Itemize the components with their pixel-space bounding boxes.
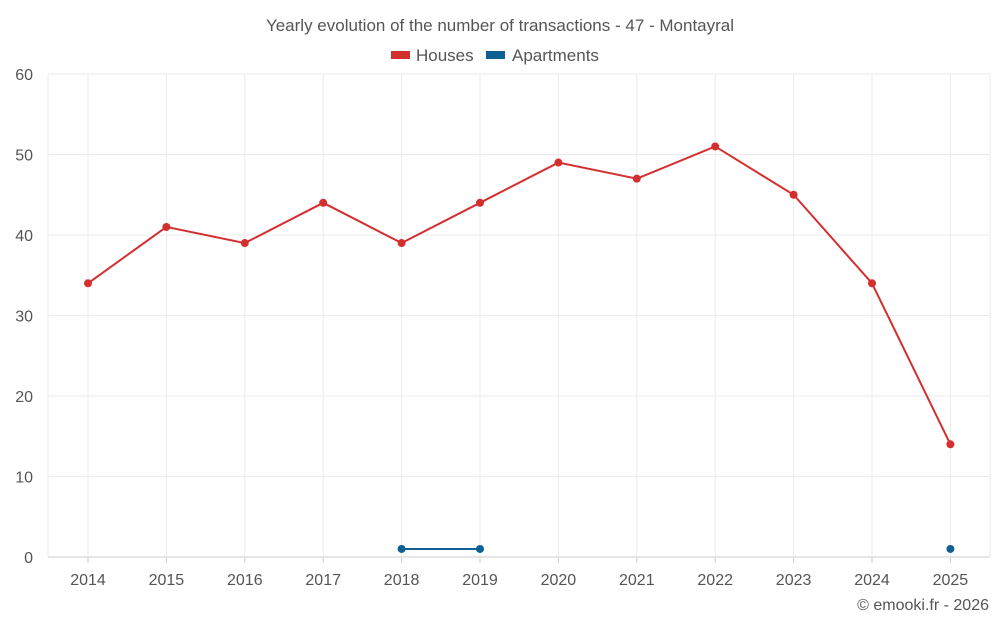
x-tick-label: 2019 <box>462 572 498 589</box>
y-axis-ticks: 0 10 20 30 40 50 60 <box>15 67 33 567</box>
x-tick-label: 2014 <box>70 572 106 589</box>
data-point-houses[interactable] <box>476 198 484 207</box>
legend-swatch-apartments <box>486 51 505 59</box>
x-tick-label: 2025 <box>933 572 969 589</box>
data-point-houses[interactable] <box>84 279 92 288</box>
series <box>84 142 955 553</box>
data-point-houses[interactable] <box>397 239 406 248</box>
data-point-houses[interactable] <box>162 222 171 231</box>
legend-label-houses: Houses <box>416 46 474 65</box>
x-tick-label: 2015 <box>149 572 185 589</box>
y-tick-label: 10 <box>15 470 33 487</box>
series-line-houses <box>87 145 952 445</box>
x-tick-label: 2016 <box>227 572 263 589</box>
legend: Houses Apartments <box>391 46 599 65</box>
chart-title: Yearly evolution of the number of transa… <box>266 16 734 35</box>
data-point-houses[interactable] <box>868 279 876 288</box>
y-tick-label: 0 <box>24 550 33 567</box>
data-point-houses[interactable] <box>240 239 249 248</box>
x-tick-label: 2024 <box>854 572 890 589</box>
grid <box>47 73 991 563</box>
x-tick-label: 2017 <box>305 572 341 589</box>
data-point-houses[interactable] <box>632 174 641 183</box>
legend-swatch-houses <box>391 51 410 59</box>
x-tick-label: 2023 <box>776 572 812 589</box>
y-tick-label: 30 <box>15 309 33 326</box>
y-tick-label: 60 <box>15 67 33 84</box>
data-point-houses[interactable] <box>319 198 328 207</box>
data-point-houses[interactable] <box>789 190 798 199</box>
data-point-houses[interactable] <box>946 440 955 449</box>
data-point-houses[interactable] <box>711 142 720 151</box>
x-tick-label: 2020 <box>541 572 577 589</box>
credit: © emooki.fr - 2026 <box>857 597 989 614</box>
y-tick-label: 20 <box>15 389 33 406</box>
data-point-apartments[interactable] <box>476 544 484 553</box>
x-axis-ticks: 2014 2015 2016 2017 2018 2019 2020 2021 2022 2023… <box>70 572 968 589</box>
y-tick-label: 40 <box>15 228 33 245</box>
legend-label-apartments: Apartments <box>512 46 599 65</box>
data-point-houses[interactable] <box>554 158 563 167</box>
data-point-apartments[interactable] <box>946 544 955 553</box>
data-point-apartments[interactable] <box>397 544 406 553</box>
x-tick-label: 2022 <box>697 572 733 589</box>
y-tick-label: 50 <box>15 148 33 165</box>
x-tick-label: 2021 <box>619 572 655 589</box>
x-tick-label: 2018 <box>384 572 420 589</box>
